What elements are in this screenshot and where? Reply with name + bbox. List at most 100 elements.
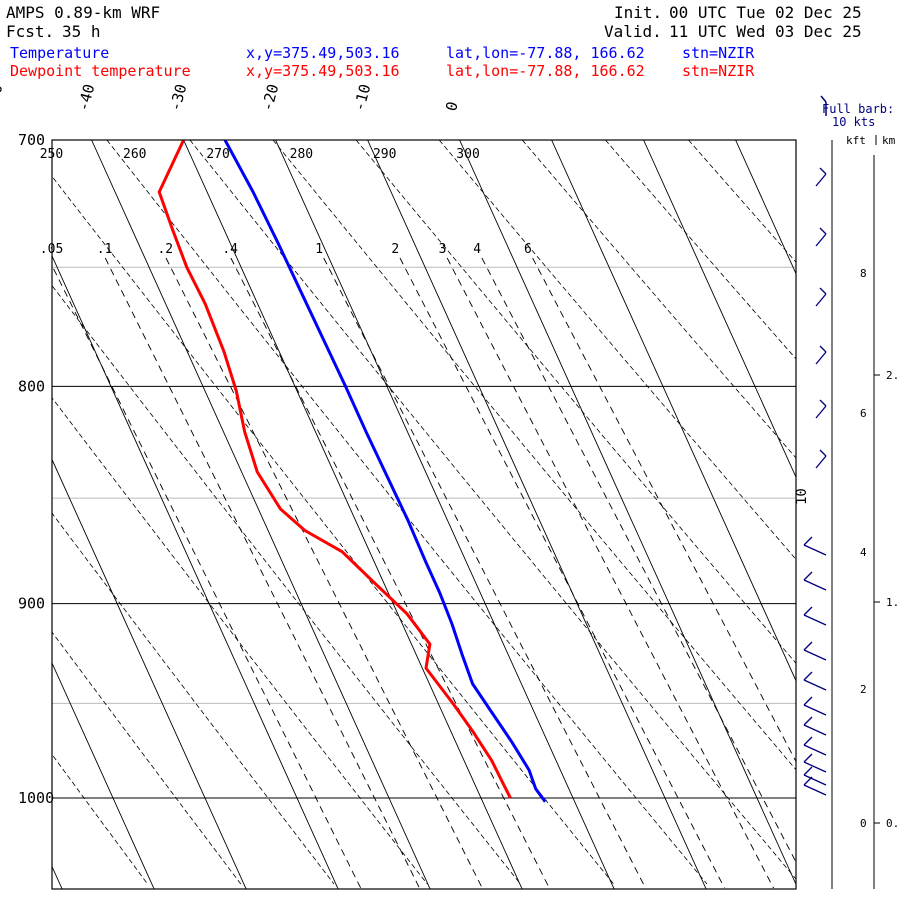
dry-adiabat-label: 250 [40, 147, 63, 162]
wind-barb [819, 345, 827, 353]
wind-barb [803, 776, 813, 786]
wind-barb [803, 544, 827, 556]
dry-adiabat-label: 280 [290, 147, 313, 162]
wind-barb [819, 399, 827, 407]
wind-barb [803, 606, 813, 616]
wind-barb [819, 449, 827, 457]
kft-axis-label: kft [846, 134, 866, 147]
valid-label: Valid. [604, 22, 662, 41]
mixing-ratio-line [323, 257, 646, 889]
init-value: 00 UTC Tue 02 Dec 25 [669, 3, 862, 22]
wind-barb [803, 784, 827, 796]
mixing-ratio-line [104, 257, 420, 889]
mixing-ratio-label: 4 [473, 242, 481, 257]
mixing-ratio-label: 6 [524, 242, 532, 257]
isotherm-line [52, 661, 155, 889]
km-tick-label: 1. [886, 596, 899, 609]
dry-adiabat-line [106, 140, 708, 885]
dry-adiabat-label: 270 [206, 147, 229, 162]
wind-barb [815, 405, 827, 419]
temperature-xy: x,y=375.49,503.16 [246, 44, 400, 62]
wind-barb [803, 579, 827, 591]
temperature-tick-label: -30 [166, 82, 190, 113]
dry-adiabat-line [438, 140, 796, 560]
forecast-value: 35 h [62, 22, 101, 41]
dry-adiabat-label: 260 [123, 147, 146, 162]
mixing-ratio-label: 3 [439, 242, 447, 257]
wind-barb [815, 233, 827, 247]
temperature-tick-label: -10 [350, 82, 374, 113]
dewpoint-station: stn=NZIR [682, 62, 755, 80]
isotherm-line [183, 140, 523, 889]
temperature-tick-label: -40 [74, 82, 98, 113]
kft-tick-label: 4 [860, 546, 867, 559]
pressure-tick-label: 800 [18, 377, 45, 395]
temperature-series-label: Temperature [10, 44, 110, 62]
isotherm-line [828, 140, 900, 889]
mixing-ratio-label: .2 [157, 242, 173, 257]
temperature-tick-label: -50 [0, 82, 6, 113]
forecast-label: Fcst. [6, 22, 55, 41]
dry-adiabat-line [688, 140, 796, 263]
plot-frame [51, 139, 797, 890]
mixing-ratio-line [481, 257, 796, 864]
pressure-tick-label: 1000 [18, 789, 54, 807]
dewpoint-profile-line [157, 140, 512, 799]
temperature-tick-label: -20 [258, 82, 282, 113]
mixing-ratio-line [230, 257, 550, 889]
pressure-tick-label: 900 [18, 595, 45, 613]
mixing-ratio-line [532, 257, 796, 763]
mixing-ratio-label: 2 [391, 242, 399, 257]
dry-adiabat-line [52, 753, 148, 885]
dry-adiabat-label: 290 [373, 147, 396, 162]
isotherm-line [735, 140, 796, 275]
isotherm-line [52, 254, 339, 889]
mixing-ratio-label: 1 [315, 242, 323, 257]
dewpoint-latlon: lat,lon=-77.88, 166.62 [446, 62, 645, 80]
kft-tick-label: 0 [860, 817, 867, 830]
wind-barb [803, 641, 813, 651]
wind-barb [803, 753, 813, 763]
kft-tick-label: 6 [860, 407, 867, 420]
isotherm-line [52, 458, 247, 889]
temperature-tick-label: 0 [442, 100, 462, 113]
dry-adiabat-line [52, 285, 521, 885]
dry-adiabat-line [52, 631, 242, 885]
wind-speed-label: 10 [794, 488, 810, 505]
wind-barb [803, 761, 827, 773]
wind-barb [815, 173, 827, 187]
wind-barb [803, 704, 827, 716]
kft-tick-label: 8 [860, 267, 867, 280]
mixing-ratio-line [165, 257, 483, 889]
wind-barb [803, 571, 813, 581]
wind-barb [803, 744, 827, 756]
dry-adiabat-line [52, 397, 428, 885]
isotherm-line [459, 140, 796, 886]
wind-barb [815, 293, 827, 307]
wind-barb [819, 227, 827, 235]
isotherm-line [91, 140, 431, 889]
isotherm-line [643, 140, 796, 479]
temperature-profile-line [223, 140, 547, 803]
wind-barb [803, 536, 813, 546]
model-title: AMPS 0.89-km WRF [6, 3, 161, 22]
kft-tick-label: 2 [860, 683, 867, 696]
dry-adiabat-line [521, 140, 796, 459]
wind-barb [803, 766, 813, 776]
wind-barb [803, 614, 827, 626]
wind-barb [803, 774, 827, 786]
isotherm-line [275, 140, 615, 889]
isotherm-line [551, 140, 796, 682]
dewpoint-xy: x,y=375.49,503.16 [246, 62, 400, 80]
dry-adiabat-line [52, 175, 615, 885]
barb-legend-flag [820, 95, 827, 103]
pressure-tick-label: 700 [18, 131, 45, 149]
wind-barb [803, 671, 813, 681]
barb-legend-line2: 10 kts [832, 115, 875, 129]
mixing-ratio-line [52, 264, 362, 889]
wind-barb [815, 455, 827, 469]
temperature-latlon: lat,lon=-77.88, 166.62 [446, 44, 645, 62]
wind-barb [803, 716, 813, 726]
valid-value: 11 UTC Wed 03 Dec 25 [669, 22, 862, 41]
mixing-ratio-line [399, 257, 725, 889]
